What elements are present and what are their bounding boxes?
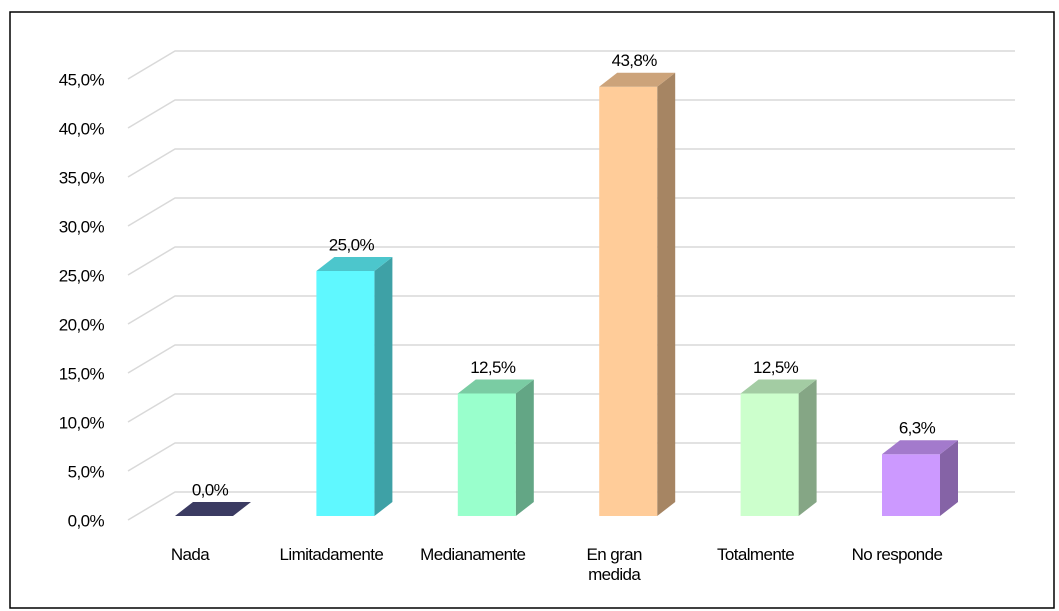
bar-top (316, 257, 393, 271)
bar-front (599, 86, 658, 516)
data-label: 0,0% (192, 480, 229, 499)
bar (599, 72, 676, 516)
y-tick-label: 40,0% (59, 119, 105, 138)
grid-line (127, 393, 1015, 423)
bar (457, 379, 534, 516)
y-tick-label: 20,0% (59, 315, 105, 334)
y-tick-label: 45,0% (59, 70, 105, 89)
bar (740, 379, 817, 516)
bar-side (515, 379, 534, 516)
bar-top (599, 72, 676, 87)
grid-line (127, 197, 1015, 227)
y-tick-label: 30,0% (59, 217, 105, 236)
chart-border (9, 11, 1055, 609)
y-tick-label: 0,0% (68, 511, 105, 530)
bar (175, 502, 251, 516)
bar-side (798, 379, 817, 516)
y-tick-label: 5,0% (68, 462, 105, 481)
bar-side (657, 72, 676, 516)
x-tick-label: Medianamente (420, 545, 526, 564)
data-label: 43,8% (612, 51, 658, 70)
bar (882, 440, 958, 516)
grid-line (127, 344, 1015, 374)
bar-top (175, 502, 251, 516)
grid-line (127, 148, 1015, 178)
y-tick-label: 15,0% (59, 364, 105, 383)
bar-front (457, 393, 516, 516)
x-tick-label: En gran medida (586, 545, 643, 584)
grid-line (127, 50, 1015, 80)
y-tick-label: 35,0% (59, 168, 105, 187)
grid-line (127, 295, 1015, 325)
grid-line (127, 442, 1015, 472)
grid-line (127, 491, 1015, 521)
bar-top (457, 379, 534, 394)
grid-line (127, 99, 1015, 129)
bar (316, 257, 393, 516)
x-tick-label: No responde (851, 545, 943, 564)
y-tick-label: 25,0% (59, 266, 105, 285)
bar-top (740, 379, 817, 394)
x-tick-label: Nada (170, 545, 210, 564)
bar-top (882, 440, 958, 455)
y-tick-label: 10,0% (59, 413, 105, 432)
bar-front (740, 393, 799, 516)
grid-line (127, 246, 1015, 276)
x-tick-label: Totalmente (717, 545, 795, 564)
data-label: 12,5% (470, 358, 516, 377)
x-tick-label: Limitadamente (279, 545, 384, 564)
bar-front (882, 454, 940, 516)
bar-side (940, 440, 958, 516)
data-label: 25,0% (329, 235, 375, 254)
data-label: 6,3% (899, 419, 936, 438)
bar-front (316, 271, 375, 516)
data-label: 12,5% (753, 358, 799, 377)
bar-side (374, 257, 393, 516)
